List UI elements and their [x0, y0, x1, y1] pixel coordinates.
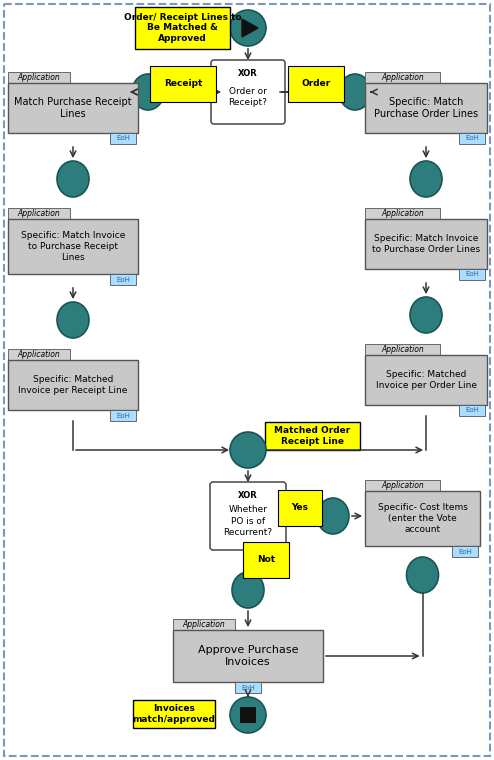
FancyBboxPatch shape — [365, 72, 440, 83]
Text: Order/ Receipt Lines to
Be Matched &
Approved: Order/ Receipt Lines to Be Matched & App… — [124, 13, 241, 43]
Text: Application: Application — [381, 481, 424, 490]
Text: Application: Application — [381, 73, 424, 82]
FancyBboxPatch shape — [459, 133, 485, 144]
FancyBboxPatch shape — [110, 133, 136, 144]
Ellipse shape — [57, 161, 89, 197]
FancyBboxPatch shape — [365, 83, 487, 133]
FancyBboxPatch shape — [265, 422, 360, 450]
Text: Application: Application — [18, 209, 60, 218]
FancyBboxPatch shape — [211, 60, 285, 124]
Text: Receipt: Receipt — [164, 80, 202, 88]
Ellipse shape — [230, 697, 266, 733]
Ellipse shape — [230, 432, 266, 468]
Ellipse shape — [57, 302, 89, 338]
FancyBboxPatch shape — [8, 360, 138, 410]
Ellipse shape — [132, 74, 164, 110]
Text: EoH: EoH — [465, 135, 479, 141]
Text: Specific: Match Invoice
to Purchase Order Lines: Specific: Match Invoice to Purchase Orde… — [372, 234, 480, 254]
FancyBboxPatch shape — [8, 72, 70, 83]
FancyBboxPatch shape — [173, 619, 235, 630]
FancyBboxPatch shape — [365, 344, 440, 355]
FancyBboxPatch shape — [8, 83, 138, 133]
FancyBboxPatch shape — [135, 7, 230, 49]
Text: XOR: XOR — [238, 68, 258, 78]
FancyBboxPatch shape — [459, 269, 485, 280]
FancyBboxPatch shape — [365, 208, 440, 219]
FancyBboxPatch shape — [452, 546, 478, 557]
Text: XOR: XOR — [238, 490, 258, 499]
Text: Whether
PO is of
Recurrent?: Whether PO is of Recurrent? — [223, 505, 273, 537]
Text: EoH: EoH — [458, 549, 472, 555]
Text: Specific: Matched
Invoice per Receipt Line: Specific: Matched Invoice per Receipt Li… — [18, 375, 127, 395]
Text: Application: Application — [381, 209, 424, 218]
Ellipse shape — [407, 557, 439, 593]
Text: Invoices
match/approved: Invoices match/approved — [132, 705, 215, 724]
FancyBboxPatch shape — [365, 480, 440, 491]
Ellipse shape — [317, 498, 349, 534]
FancyBboxPatch shape — [8, 208, 70, 219]
FancyBboxPatch shape — [210, 482, 286, 550]
Text: EoH: EoH — [116, 413, 130, 419]
Text: Specific: Matched
Invoice per Order Line: Specific: Matched Invoice per Order Line — [375, 370, 477, 390]
Text: EoH: EoH — [465, 407, 479, 413]
FancyBboxPatch shape — [110, 410, 136, 421]
Text: Application: Application — [18, 350, 60, 359]
Text: Application: Application — [18, 73, 60, 82]
FancyBboxPatch shape — [365, 491, 480, 546]
FancyBboxPatch shape — [240, 707, 256, 723]
FancyBboxPatch shape — [110, 274, 136, 285]
Text: Application: Application — [183, 620, 225, 629]
FancyBboxPatch shape — [8, 219, 138, 274]
Text: EoH: EoH — [116, 277, 130, 283]
Text: EoH: EoH — [116, 135, 130, 141]
Text: Yes: Yes — [291, 504, 308, 512]
Text: Not: Not — [257, 556, 275, 565]
FancyBboxPatch shape — [365, 355, 487, 405]
Text: Approve Purchase
Invoices: Approve Purchase Invoices — [198, 644, 298, 667]
Text: Order: Order — [301, 80, 330, 88]
Text: Specific- Cost Items
(enter the Vote
account: Specific- Cost Items (enter the Vote acc… — [377, 503, 467, 534]
Ellipse shape — [410, 161, 442, 197]
Text: EoH: EoH — [465, 271, 479, 277]
Text: Match Purchase Receipt
Lines: Match Purchase Receipt Lines — [14, 97, 132, 119]
Ellipse shape — [410, 297, 442, 333]
FancyBboxPatch shape — [133, 700, 215, 728]
Ellipse shape — [339, 74, 371, 110]
FancyBboxPatch shape — [173, 630, 323, 682]
Text: Specific: Match
Purchase Order Lines: Specific: Match Purchase Order Lines — [374, 97, 478, 119]
FancyBboxPatch shape — [459, 405, 485, 416]
FancyBboxPatch shape — [8, 349, 70, 360]
FancyBboxPatch shape — [365, 219, 487, 269]
Text: Order or
Receipt?: Order or Receipt? — [229, 87, 267, 107]
Polygon shape — [242, 19, 258, 37]
Ellipse shape — [232, 572, 264, 608]
Ellipse shape — [230, 10, 266, 46]
Text: Matched Order
Receipt Line: Matched Order Receipt Line — [274, 426, 351, 445]
Text: Application: Application — [381, 345, 424, 354]
FancyBboxPatch shape — [235, 682, 261, 693]
Text: EoH: EoH — [241, 685, 255, 691]
Text: Specific: Match Invoice
to Purchase Receipt
Lines: Specific: Match Invoice to Purchase Rece… — [21, 231, 125, 262]
